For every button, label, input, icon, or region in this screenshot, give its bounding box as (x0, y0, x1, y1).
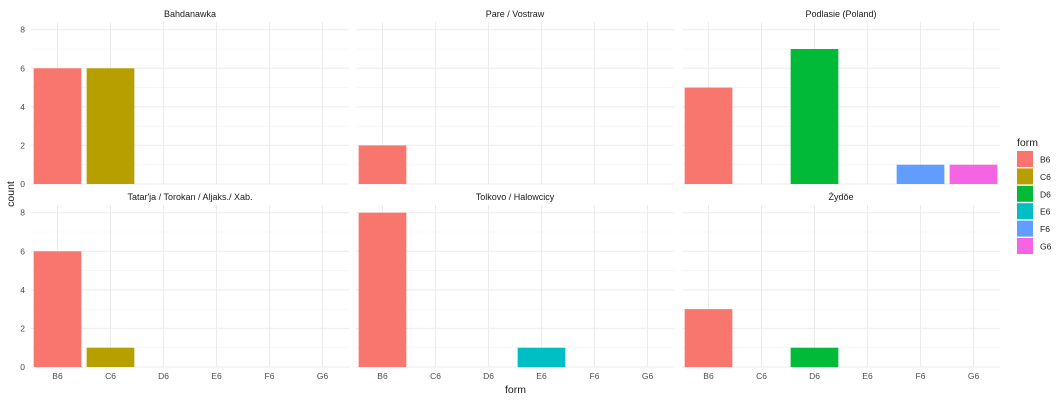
legend-label: E6 (1040, 207, 1051, 217)
x-tick-label: C6 (105, 371, 116, 381)
y-tick-label: 4 (20, 102, 25, 112)
bar-g6 (949, 164, 998, 184)
y-tick-label: 6 (20, 63, 25, 73)
legend-label: G6 (1040, 242, 1052, 252)
panel-title: Tatar'ja / Torokan / Aljaks./ Xab. (127, 192, 252, 202)
legend-label: C6 (1040, 172, 1051, 182)
bar-b6 (684, 87, 733, 184)
y-tick-label: 2 (20, 323, 25, 333)
panel-title: Tolkovo / Halowcicy (476, 192, 555, 202)
legend-title: form (1017, 137, 1038, 149)
x-tick-label: B6 (52, 371, 63, 381)
bar-b6 (684, 309, 733, 367)
x-tick-label: D6 (809, 371, 820, 381)
legend-swatch (1017, 203, 1033, 220)
x-tick-label: B6 (703, 371, 714, 381)
y-tick-label: 6 (20, 246, 25, 256)
legend-swatch (1017, 220, 1033, 237)
x-tick-label: C6 (430, 371, 441, 381)
x-tick-label: F6 (590, 371, 600, 381)
x-tick-label: B6 (377, 371, 388, 381)
legend-swatch (1017, 168, 1033, 185)
legend-swatch (1017, 185, 1033, 202)
y-tick-label: 4 (20, 285, 25, 295)
bar-e6 (517, 347, 566, 367)
x-tick-label: C6 (756, 371, 767, 381)
y-tick-label: 8 (20, 208, 25, 218)
x-tick-label: G6 (968, 371, 980, 381)
bar-b6 (358, 145, 407, 184)
legend-label: D6 (1040, 189, 1051, 199)
bar-c6 (86, 68, 135, 184)
y-tick-label: 0 (20, 179, 25, 189)
x-tick-label: F6 (916, 371, 926, 381)
bar-b6 (358, 212, 407, 367)
x-tick-label: E6 (211, 371, 222, 381)
x-axis-title: form (505, 384, 526, 396)
x-tick-label: E6 (536, 371, 547, 381)
legend-swatch (1017, 151, 1033, 167)
panel-title: Bahdanawka (164, 9, 216, 19)
panel-title: Podlasie (Poland) (805, 9, 876, 19)
legend-label: B6 (1040, 155, 1051, 165)
x-tick-label: G6 (642, 371, 654, 381)
x-tick-label: D6 (158, 371, 169, 381)
x-tick-label: E6 (862, 371, 873, 381)
y-tick-label: 2 (20, 140, 25, 150)
bar-b6 (33, 68, 82, 184)
x-tick-label: G6 (317, 371, 329, 381)
bar-d6 (790, 347, 839, 367)
legend-swatch (1017, 238, 1033, 254)
panel-title: Pare / Vostraw (486, 9, 545, 19)
bar-f6 (896, 164, 945, 184)
bar-c6 (86, 347, 135, 367)
y-tick-label: 8 (20, 25, 25, 35)
x-tick-label: D6 (483, 371, 494, 381)
y-tick-label: 0 (20, 362, 25, 372)
bar-d6 (790, 49, 839, 184)
bar-b6 (33, 251, 82, 367)
y-axis-title: count (5, 181, 17, 207)
x-tick-label: F6 (265, 371, 275, 381)
panel-title: Żydŏe (828, 192, 853, 202)
legend-label: F6 (1040, 224, 1050, 234)
